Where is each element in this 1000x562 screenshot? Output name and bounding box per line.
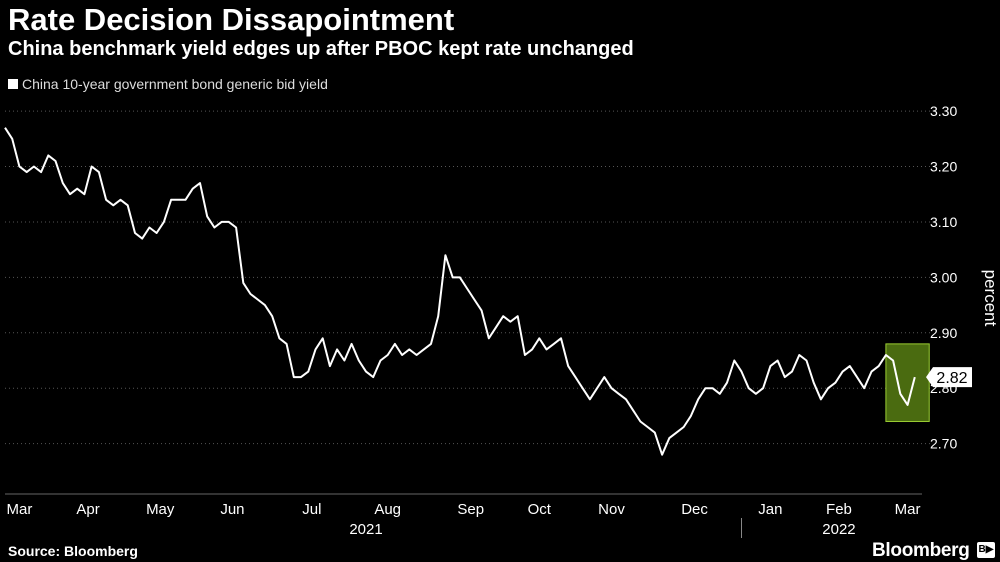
last-value-label: 2.82 [926,367,972,388]
brand-logo: Bloomberg [872,540,970,561]
y-tick-label: 3.00 [930,269,957,285]
legend: China 10-year government bond generic bi… [8,76,328,92]
y-tick-label: 3.10 [930,214,957,230]
x-tick-label: May [146,501,175,518]
source-note: Source: Bloomberg [8,543,138,559]
x-tick-label: Aug [374,501,401,518]
bloomberg-button-icon: B▶ [977,542,995,558]
x-tick-label: Jan [758,501,782,518]
series-line [4,127,916,456]
x-year-label: 2021 [349,521,382,538]
legend-swatch [8,79,18,89]
y-tick-label: 2.90 [930,325,957,341]
x-tick-label: Mar [7,501,33,518]
chart-title: Rate Decision Dissapointment [8,2,455,37]
last-value-badge [926,367,972,388]
x-tick-label: Sep [457,501,484,518]
x-tick-label: Mar [895,501,921,518]
x-tick-label: Dec [681,501,708,518]
y-tick-label: 2.70 [930,436,957,452]
legend-label: China 10-year government bond generic bi… [22,76,328,92]
x-tick-label: Nov [598,501,625,518]
x-tick-label: Apr [76,501,99,518]
highlight-box [885,343,930,422]
y-tick-label: 3.30 [930,103,957,119]
y-tick-label: 3.20 [930,159,957,175]
x-tick-label: Jun [220,501,244,518]
x-tick-label: Oct [528,501,552,518]
chart-subtitle: China benchmark yield edges up after PBO… [8,38,634,60]
y-axis-title: percent [981,270,1000,327]
last-value-text: 2.82 [936,370,967,387]
x-tick-label: Feb [826,501,852,518]
x-year-label: 2022 [822,521,855,538]
x-tick-label: Jul [302,501,321,518]
